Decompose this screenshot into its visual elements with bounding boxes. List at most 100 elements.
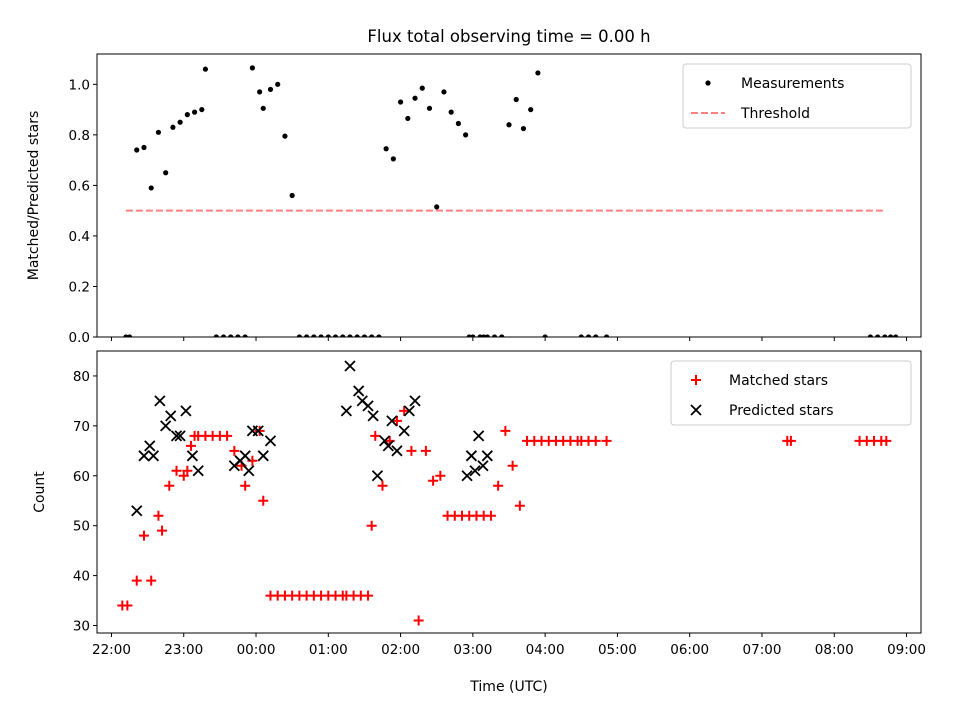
predicted-stars-point: [382, 440, 394, 452]
measurement-point: [888, 334, 894, 337]
bottom-legend-box: [670, 360, 912, 426]
matched-stars-point: [363, 590, 374, 601]
measurement-point: [875, 334, 881, 337]
x-axis-label: Time (UTC): [469, 679, 547, 695]
matched-stars-point: [391, 415, 402, 426]
bottom-y-tick-label: 60: [73, 469, 90, 485]
matched-stars-point: [229, 445, 240, 456]
predicted-stars-point: [174, 430, 186, 442]
matched-stars-point: [138, 530, 149, 541]
predicted-stars-point: [403, 405, 415, 417]
measurement-point: [441, 89, 447, 95]
predicted-stars-point: [469, 465, 481, 477]
measurement-point: [177, 119, 183, 125]
matched-stars-point: [240, 480, 251, 491]
measurement-point: [249, 65, 256, 71]
predicted-stars-point: [362, 400, 374, 412]
measurement-point: [376, 334, 382, 337]
measurement-point: [585, 334, 592, 337]
legend-label: Measurements: [741, 76, 844, 92]
predicted-stars-point: [165, 410, 177, 422]
matched-stars-point: [185, 440, 196, 451]
measurement-point: [289, 192, 295, 199]
predicted-stars-point: [386, 415, 398, 427]
predicted-stars-point: [144, 440, 156, 452]
measurement-point: [593, 334, 599, 337]
x-tick-label: 04:00: [526, 642, 565, 658]
measurement-point: [448, 109, 454, 115]
measurement-point: [148, 185, 154, 191]
predicted-stars-point: [340, 405, 353, 417]
measurement-point: [397, 99, 404, 105]
predicted-stars-point: [180, 405, 192, 417]
measurement-point: [228, 334, 234, 337]
figure-title: Flux total observing time = 0.00 h: [367, 27, 650, 46]
predicted-stars-point: [477, 460, 489, 472]
measurement-point: [340, 334, 346, 337]
matched-stars-point: [435, 470, 446, 481]
predicted-stars-point: [461, 470, 473, 482]
top-legend-box: [682, 63, 912, 129]
measurement-point: [191, 109, 198, 115]
matched-stars-point: [507, 460, 518, 471]
legend-marker: [691, 375, 701, 385]
measurement-point: [163, 170, 169, 176]
predicted-stars-point: [473, 430, 485, 442]
matched-stars-point: [590, 435, 601, 446]
bottom-y-tick-label: 80: [73, 369, 90, 385]
measurement-point: [304, 334, 310, 337]
matched-stars-point: [366, 520, 377, 531]
top-y-tick-label: 0.2: [69, 279, 90, 295]
predicted-stars-point: [186, 450, 199, 462]
predicted-stars-point: [367, 410, 379, 422]
measurement-point: [470, 334, 476, 337]
x-tick-label: 08:00: [815, 642, 854, 658]
measurement-point: [325, 334, 331, 337]
top-legend: Measurements Threshold: [682, 63, 912, 129]
matched-stars-point: [153, 510, 164, 521]
measurement-point: [199, 106, 205, 113]
measurement-point: [141, 144, 147, 151]
measurement-point: [520, 125, 527, 132]
top-y-axis-label: Matched/Predicted stars: [26, 111, 42, 281]
measurement-point: [369, 334, 375, 337]
matched-stars-point: [785, 435, 796, 446]
top-y-tick-label: 0.0: [69, 330, 90, 346]
measurement-point: [184, 112, 190, 118]
measurement-point: [893, 334, 899, 337]
measurement-point: [484, 334, 490, 337]
matched-stars-point: [370, 430, 381, 441]
measurement-point: [202, 66, 209, 72]
measurement-point: [235, 334, 241, 337]
predicted-stars-point: [160, 420, 172, 432]
measurement-point: [603, 334, 610, 337]
measurement-point: [275, 81, 281, 87]
legend-label: Threshold: [740, 106, 810, 122]
matched-stars-point: [131, 575, 142, 586]
matched-stars-point: [182, 465, 193, 476]
matched-stars-point: [157, 525, 168, 536]
bottom-axes-frame: [96, 350, 922, 634]
predicted-stars-point: [192, 465, 204, 477]
predicted-stars-point: [371, 470, 384, 482]
x-tick-label: 23:00: [164, 642, 203, 658]
matched-stars-point: [406, 445, 417, 456]
measurement-point: [354, 334, 360, 337]
matched-stars-point: [601, 435, 612, 446]
matched-stars-point: [258, 495, 269, 506]
bottom-panel-counts: 30 40 50 60 70 80 22:00 23:00 00:00 01:00 02:00 03:…: [32, 350, 926, 658]
predicted-stars-point: [465, 450, 478, 462]
measurement-point: [578, 334, 584, 337]
legend-marker: [705, 80, 711, 86]
predicted-stars-point: [138, 450, 150, 462]
top-axes-frame: [96, 53, 922, 338]
measurement-point: [347, 334, 353, 337]
measurement-point: [296, 334, 302, 337]
x-tick-label: 03:00: [453, 642, 492, 658]
x-tick-label: 07:00: [743, 642, 782, 658]
matched-stars-point: [164, 480, 175, 491]
matched-stars-point: [377, 480, 388, 491]
measurement-point: [434, 204, 440, 210]
measurement-point: [390, 156, 396, 162]
measurement-point: [882, 334, 888, 337]
